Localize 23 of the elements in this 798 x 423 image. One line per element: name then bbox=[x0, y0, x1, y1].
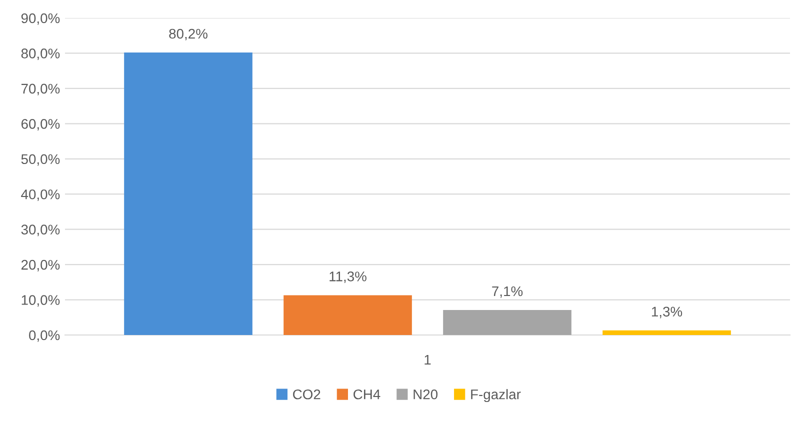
bar bbox=[124, 52, 252, 335]
y-tick-label: 40,0% bbox=[21, 189, 60, 201]
y-tick-label: 50,0% bbox=[21, 154, 60, 166]
y-tick-label: 20,0% bbox=[21, 260, 60, 272]
y-tick-label: 30,0% bbox=[21, 224, 60, 236]
data-label: 80,2% bbox=[169, 28, 208, 40]
y-tick-label: 60,0% bbox=[21, 119, 60, 130]
data-label: 11,3% bbox=[330, 272, 366, 283]
bar bbox=[443, 310, 572, 335]
legend-label: CH4 bbox=[354, 389, 380, 400]
data-label: 1,3% bbox=[652, 306, 682, 318]
y-tick-label: 0,0% bbox=[29, 330, 60, 342]
y-tick-label: 90,0% bbox=[21, 13, 60, 25]
y-tick-label: 80,0% bbox=[21, 48, 60, 60]
y-tick-label: 70,0% bbox=[21, 84, 60, 96]
legend-label: CO2 bbox=[293, 389, 320, 400]
bar bbox=[284, 295, 412, 335]
bar bbox=[602, 330, 731, 335]
legend-label: N20 bbox=[414, 389, 438, 400]
data-label: 7,1% bbox=[492, 286, 523, 298]
x-tick-label: 1 bbox=[424, 354, 431, 365]
legend-label: F-gazlar bbox=[471, 389, 521, 402]
y-tick-label: 10,0% bbox=[22, 295, 60, 307]
